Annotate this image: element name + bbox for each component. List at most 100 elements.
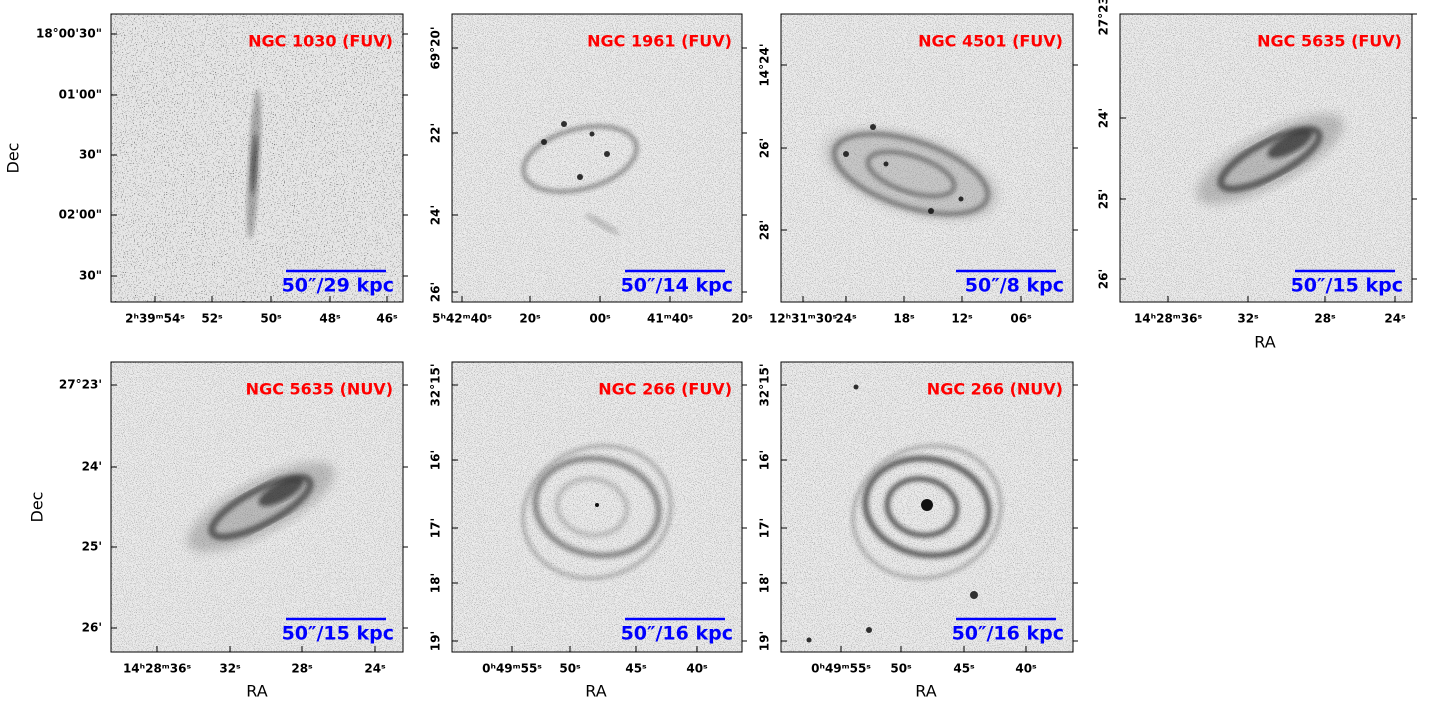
galaxy-arm — [862, 455, 992, 559]
y-tick-label: 19' — [429, 631, 443, 651]
galaxy-arm — [554, 476, 630, 538]
x-tick-label: 50ˢ — [260, 312, 282, 326]
x-tick-label: 40ˢ — [686, 662, 708, 676]
y-tick-label: 18' — [429, 573, 443, 593]
galaxy-arm — [851, 444, 1003, 580]
galaxy-arm — [865, 149, 957, 199]
x-axis-label: RA — [246, 682, 267, 701]
star-knot — [870, 124, 876, 130]
star-knot — [883, 161, 889, 167]
y-tick-label: 17' — [758, 518, 772, 538]
scale-label: 50″/15 kpc — [1291, 275, 1403, 297]
scale-label: 50″/14 kpc — [621, 275, 733, 297]
x-tick-label: 24ˢ — [364, 662, 386, 676]
panel-frame — [110, 13, 404, 303]
y-tick-label: 30" — [79, 148, 102, 162]
star-knot — [853, 384, 859, 390]
star-knot — [589, 131, 595, 137]
x-tick-label: 41ᵐ40ˢ — [647, 312, 693, 326]
x-tick-label: 50ˢ — [890, 662, 912, 676]
image-panel: NGC 1030 (FUV) 50″/29 kpc 2ʰ39ᵐ54ˢ 52ˢ 50ˢ 48… — [4, 13, 408, 326]
star-knot — [958, 196, 964, 202]
y-tick-label: 19' — [758, 631, 772, 651]
image-panel: NGC 1961 (FUV) 50″/14 kpc 5ʰ42ᵐ40ˢ 20ˢ 00ˢ 41… — [429, 13, 753, 326]
galaxy-core — [595, 503, 599, 507]
galaxy-arm — [208, 473, 314, 541]
x-tick-label: 12ˢ — [951, 312, 973, 326]
galaxy-feature — [824, 128, 998, 220]
x-tick-label: 28ˢ — [291, 662, 313, 676]
y-axis-label: Dec — [28, 492, 47, 523]
scale-label: 50″/16 kpc — [952, 623, 1064, 645]
galaxy-feature — [1267, 129, 1313, 159]
x-tick-label: 40ˢ — [1015, 662, 1037, 676]
star-knot — [843, 151, 849, 157]
y-tick-label: 26' — [1097, 269, 1111, 289]
x-tick-label: 5ʰ42ᵐ40ˢ — [432, 312, 492, 326]
y-tick-label: 27°23' — [59, 378, 102, 392]
x-tick-label: 0ʰ49ᵐ55ˢ — [811, 662, 871, 676]
x-tick-label: 14ʰ28ᵐ36ˢ — [123, 662, 192, 676]
x-axis-label: RA — [1254, 333, 1275, 352]
scale-label: 50″/29 kpc — [282, 275, 394, 297]
star-knot — [866, 627, 872, 633]
panel-title: NGC 5635 (FUV) — [1257, 32, 1402, 51]
star-knot — [577, 174, 583, 180]
image-noise — [452, 14, 742, 302]
panel-title: NGC 1030 (FUV) — [248, 32, 393, 51]
y-tick-label: 27°23' — [1097, 0, 1111, 36]
x-tick-label: 50ˢ — [559, 662, 581, 676]
x-tick-label: 20ˢ — [519, 312, 541, 326]
panel-title: NGC 4501 (FUV) — [918, 32, 1063, 51]
y-tick-label: 26' — [429, 282, 443, 302]
star-knot — [928, 208, 934, 214]
star-knot — [604, 151, 610, 157]
y-tick-label: 26' — [82, 621, 102, 635]
y-tick-label: 32°15' — [758, 363, 772, 406]
galaxy-arm — [1217, 125, 1323, 193]
x-tick-label: 14ʰ28ᵐ36ˢ — [1134, 312, 1203, 326]
star-knot — [561, 121, 567, 127]
x-tick-label: 0ʰ49ᵐ55ˢ — [482, 662, 542, 676]
image-panel: NGC 266 (FUV) 50″/16 kpc 0ʰ49ᵐ55ˢ 50ˢ 45ˢ 40ˢ… — [429, 361, 747, 701]
image-panel: NGC 5635 (FUV) 50″/15 kpc 14ʰ28ᵐ36ˢ 32ˢ 28ˢ 2… — [1097, 0, 1417, 352]
x-tick-label: 20ˢ — [731, 312, 753, 326]
x-tick-label: 06ˢ — [1010, 312, 1032, 326]
star-knot — [806, 637, 812, 643]
galaxy-arm — [532, 455, 662, 559]
galaxy-feature — [258, 477, 304, 507]
y-tick-label: 17' — [429, 518, 443, 538]
x-tick-label: 45ˢ — [953, 662, 975, 676]
y-axis-label: Dec — [4, 143, 23, 174]
panel-title: NGC 5635 (NUV) — [246, 380, 393, 399]
panel-frame — [451, 13, 743, 303]
panel-frame — [780, 13, 1074, 303]
panel-title: NGC 1961 (FUV) — [587, 32, 732, 51]
x-tick-label: 45ˢ — [625, 662, 647, 676]
panel-title: NGC 266 (FUV) — [598, 380, 732, 399]
y-tick-label: 01'00" — [59, 88, 102, 102]
x-tick-label: 00ˢ — [589, 312, 611, 326]
y-tick-label: 22' — [429, 123, 443, 143]
galaxy-arm — [831, 131, 991, 217]
x-tick-label: 52ˢ — [201, 312, 223, 326]
galaxy-feature — [584, 213, 620, 235]
y-tick-label: 24' — [1097, 108, 1111, 128]
x-axis-label: RA — [915, 682, 936, 701]
image-panel: NGC 5635 (NUV) 50″/15 kpc 14ʰ28ᵐ36ˢ 32ˢ 28ˢ 2… — [28, 361, 408, 701]
x-tick-label: 24ˢ — [835, 312, 857, 326]
galaxy-feature — [250, 134, 258, 194]
x-tick-label: 28ˢ — [1314, 312, 1336, 326]
scale-label: 50″/15 kpc — [282, 623, 394, 645]
y-tick-label: 24' — [82, 460, 102, 474]
x-tick-label: 48ˢ — [319, 312, 341, 326]
scale-label: 50″/16 kpc — [621, 623, 733, 645]
x-tick-label: 18ˢ — [893, 312, 915, 326]
x-tick-label: 12ʰ31ᵐ30ˢ — [769, 312, 838, 326]
panel-frame — [1119, 13, 1413, 303]
y-tick-label: 18°00'30" — [36, 27, 102, 41]
y-tick-label: 25' — [82, 540, 102, 554]
y-tick-label: 32°15' — [429, 363, 443, 406]
